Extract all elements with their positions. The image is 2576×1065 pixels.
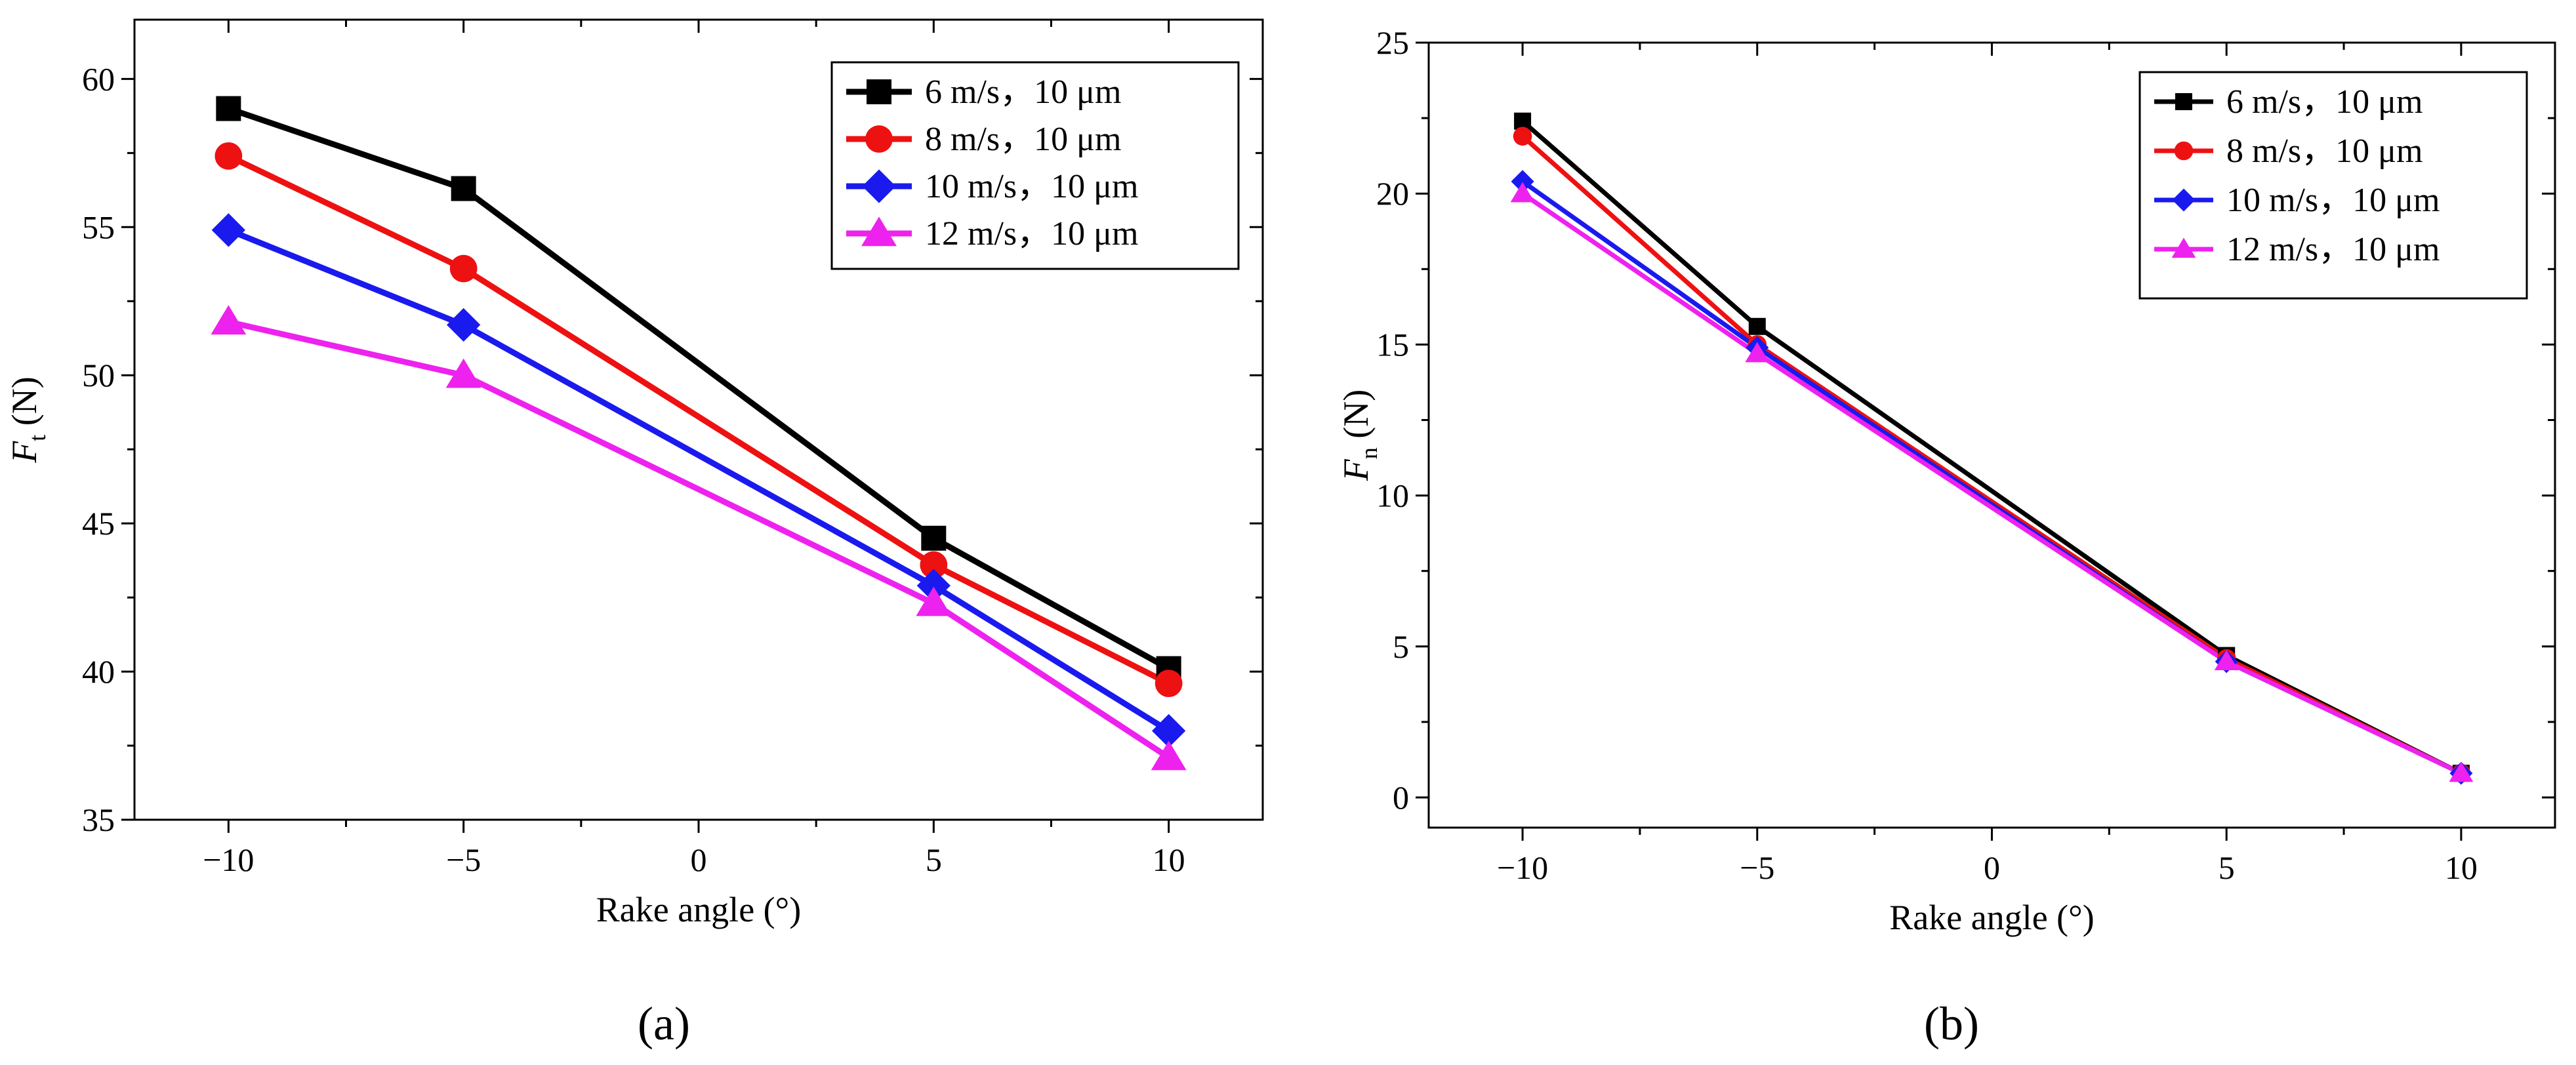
x-axis-title: Rake angle (°) (596, 890, 801, 929)
data-point-series-0 (921, 525, 947, 551)
data-point-series-2 (211, 213, 245, 247)
panel-label-a: (a) (638, 997, 690, 1050)
data-point-series-3 (1510, 182, 1535, 203)
y-tick-label: 40 (82, 653, 115, 690)
y-axis-title-unit: (N) (5, 376, 44, 434)
legend-marker-0 (2175, 93, 2192, 110)
legend-marker-3 (861, 216, 897, 247)
data-point-series-3 (211, 305, 247, 335)
y-axis-title-symbol: F (1336, 458, 1376, 481)
data-point-series-0 (451, 176, 476, 201)
chart-a: −10 −5 0 5 10 35 40 45 50 55 60 Rake angle (°) Ft (N… (5, 18, 1264, 929)
data-point-series-3 (2214, 650, 2239, 670)
legend-label-3: 12 m/s，10 μm (925, 215, 1138, 252)
data-point-series-3 (1151, 740, 1187, 771)
data-point-series-3 (2449, 761, 2474, 782)
data-point-series-1 (215, 142, 243, 170)
data-point-series-0 (216, 96, 241, 121)
legend-label-2: 10 m/s，10 μm (925, 168, 1138, 205)
legend-marker-3 (2171, 237, 2196, 258)
y-tick-label: 50 (82, 357, 115, 393)
y-axis-title-subscript: n (1356, 447, 1382, 459)
legend-marker-2 (862, 169, 896, 203)
data-point-series-2 (916, 569, 951, 603)
data-point-series-3 (445, 358, 481, 388)
legend-label-0: 6 m/s，10 μm (925, 73, 1121, 111)
legend-label-1: 8 m/s，10 μm (2226, 132, 2423, 170)
legend-box (2138, 71, 2528, 300)
data-point-series-3 (916, 586, 952, 616)
series-line-3 (228, 319, 1171, 760)
legend-marker-0 (867, 79, 891, 104)
data-point-series-1 (1155, 670, 1183, 698)
y-tick-label: 5 (1393, 628, 1409, 665)
x-tick-label: −10 (203, 841, 254, 878)
legend-marker-1 (2174, 141, 2194, 161)
x-tick-label: −5 (1740, 849, 1774, 886)
x-tick-label: 5 (2218, 849, 2235, 886)
x-tick-label: −5 (446, 841, 481, 878)
legend-label-3: 12 m/s，10 μm (2226, 231, 2440, 268)
y-tick-label: 55 (82, 209, 115, 245)
data-point-series-1 (449, 254, 478, 283)
x-tick-label: 5 (926, 841, 942, 878)
y-axis-title: Ft (N) (5, 376, 51, 463)
data-point-series-2 (1511, 170, 1534, 193)
data-point-series-1 (1513, 127, 1532, 146)
data-point-series-3 (1745, 342, 1770, 363)
x-tick-label: 10 (1153, 841, 1185, 878)
x-tick-label: −10 (1497, 849, 1548, 886)
y-tick-label: 15 (1376, 326, 1409, 363)
data-point-series-1 (920, 551, 948, 579)
data-point-series-2 (447, 308, 481, 342)
x-axis-title: Rake angle (°) (1889, 898, 2094, 937)
series-line-2 (227, 227, 1171, 734)
y-axis-title: Fn (N) (1336, 390, 1382, 481)
legend-label-0: 6 m/s，10 μm (2226, 83, 2423, 121)
y-axis-title-subscript: t (24, 435, 51, 441)
x-tick-label: 10 (2445, 849, 2478, 886)
panel-label-b: (b) (1924, 997, 1979, 1050)
y-axis-title-symbol: F (5, 441, 44, 464)
data-point-series-2 (1152, 713, 1186, 748)
x-tick-label: 0 (691, 841, 707, 878)
y-tick-label: 35 (82, 801, 115, 838)
data-point-series-0 (1514, 112, 1532, 130)
legend-marker-2 (2172, 188, 2196, 212)
legend-label-2: 10 m/s，10 μm (2226, 182, 2440, 219)
y-tick-label: 60 (82, 60, 115, 97)
legend-marker-1 (865, 125, 893, 153)
y-tick-label: 0 (1393, 779, 1409, 816)
y-tick-label: 10 (1376, 477, 1409, 514)
y-tick-label: 45 (82, 505, 115, 542)
series-line-1 (227, 153, 1170, 687)
x-tick-label: 0 (1984, 849, 2000, 886)
y-axis-title-unit: (N) (1336, 390, 1376, 447)
legend-label-1: 8 m/s，10 μm (925, 121, 1121, 158)
y-tick-label: 25 (1376, 24, 1409, 61)
data-point-series-0 (1748, 317, 1766, 335)
chart-b: −10 −5 0 5 10 0 5 10 15 20 25 Rake angle (°) Fn (N) 6… (1336, 24, 2556, 937)
y-tick-label: 20 (1376, 175, 1409, 212)
series-line-0 (227, 106, 1170, 672)
series-line-3 (1521, 191, 2463, 776)
